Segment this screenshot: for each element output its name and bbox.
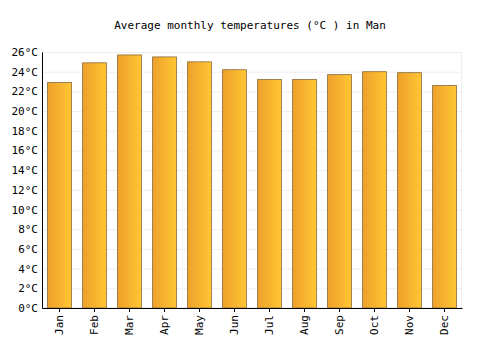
y-tick-label: 14°C	[12, 164, 39, 177]
bar	[328, 75, 352, 308]
x-tick: Jan	[53, 308, 66, 335]
x-axis-line	[43, 308, 463, 309]
x-tick-label: Dec	[438, 315, 451, 335]
chart: Average monthly temperatures (°C ) in Ma…	[0, 0, 500, 350]
x-tick-label: Aug	[298, 315, 311, 335]
x-tick-label: Feb	[88, 315, 101, 335]
x-tick-line	[409, 308, 410, 312]
x-tick-line	[59, 308, 60, 312]
y-tick: 10°C	[12, 204, 43, 217]
y-tick: 6°C	[18, 243, 42, 256]
y-tick-label: 16°C	[12, 144, 39, 157]
y-tick-label: 24°C	[12, 66, 39, 79]
y-tick-label: 6°C	[18, 243, 38, 256]
x-tick: Dec	[438, 308, 451, 335]
y-tick: 0°C	[18, 302, 42, 315]
bar	[363, 72, 387, 308]
y-tick-label: 4°C	[18, 263, 38, 276]
y-tick: 24°C	[12, 66, 43, 79]
x-tick-label: Jun	[228, 315, 241, 335]
x-tick: Jul	[263, 308, 276, 335]
x-tick: Aug	[298, 308, 311, 335]
x-tick-line	[234, 308, 235, 312]
bar	[48, 83, 72, 308]
x-tick-label: Jan	[53, 315, 66, 335]
x-tick: Feb	[88, 308, 101, 335]
x-tick-line	[339, 308, 340, 312]
x-tick-label: Oct	[368, 315, 381, 335]
x-tick-label: Nov	[403, 315, 416, 335]
x-tick-line	[199, 308, 200, 312]
y-tick: 14°C	[12, 164, 43, 177]
bar	[258, 80, 282, 308]
x-tick-line	[129, 308, 130, 312]
bar	[398, 73, 422, 308]
y-tick-label: 0°C	[18, 302, 38, 315]
y-tick: 4°C	[18, 263, 42, 276]
x-tick: Sep	[333, 308, 346, 335]
bars	[48, 55, 457, 308]
x-axis: Jan Feb Mar Apr May Jun Jul Aug Sep Oct Nov Dec	[43, 308, 463, 335]
y-tick: 8°C	[18, 223, 42, 236]
plot-frame	[43, 53, 462, 308]
y-tick-label: 10°C	[12, 204, 39, 217]
x-tick-label: Mar	[123, 315, 136, 335]
x-tick: Mar	[123, 308, 136, 335]
bar	[223, 70, 247, 308]
bar	[83, 63, 107, 308]
grid-line	[42, 308, 462, 309]
y-tick-label: 18°C	[12, 125, 39, 138]
bar	[118, 55, 142, 308]
y-tick: 20°C	[12, 105, 43, 118]
y-tick-label: 26°C	[12, 46, 39, 59]
plot: 0°C 2°C 4°C 6°C 8°C 10°C 12°C 14°C 16°C 18°C 20°C 2…	[12, 46, 463, 335]
x-tick: May	[193, 308, 206, 335]
x-tick-line	[164, 308, 165, 312]
bar	[188, 62, 212, 308]
x-tick-line	[304, 308, 305, 312]
y-tick: 26°C	[12, 46, 43, 59]
y-tick-label: 12°C	[12, 184, 39, 197]
y-tick: 2°C	[18, 282, 42, 295]
y-axis: 0°C 2°C 4°C 6°C 8°C 10°C 12°C 14°C 16°C 18°C 20°C 2…	[12, 46, 43, 315]
x-tick-label: Jul	[263, 315, 276, 335]
title: Average monthly temperatures (°C ) in Ma…	[114, 19, 386, 32]
x-tick: Apr	[158, 308, 171, 335]
y-tick: 18°C	[12, 125, 43, 138]
x-tick-line	[444, 308, 445, 312]
x-tick-line	[94, 308, 95, 312]
y-tick-label: 2°C	[18, 282, 38, 295]
bar	[433, 85, 457, 308]
bar	[293, 80, 317, 308]
x-tick: Oct	[368, 308, 381, 335]
x-tick-label: Sep	[333, 315, 346, 335]
x-tick: Jun	[228, 308, 241, 335]
x-tick: Nov	[403, 308, 416, 335]
y-tick-label: 22°C	[12, 85, 39, 98]
y-tick: 16°C	[12, 144, 43, 157]
y-tick-label: 20°C	[12, 105, 39, 118]
x-tick-label: Apr	[158, 315, 171, 335]
x-tick-line	[374, 308, 375, 312]
y-tick: 12°C	[12, 184, 43, 197]
bar	[153, 57, 177, 308]
x-tick-line	[269, 308, 270, 312]
y-tick-label: 8°C	[18, 223, 38, 236]
x-tick-label: May	[193, 315, 206, 335]
grid	[42, 53, 462, 309]
y-tick: 22°C	[12, 85, 43, 98]
y-axis-line	[42, 53, 43, 309]
